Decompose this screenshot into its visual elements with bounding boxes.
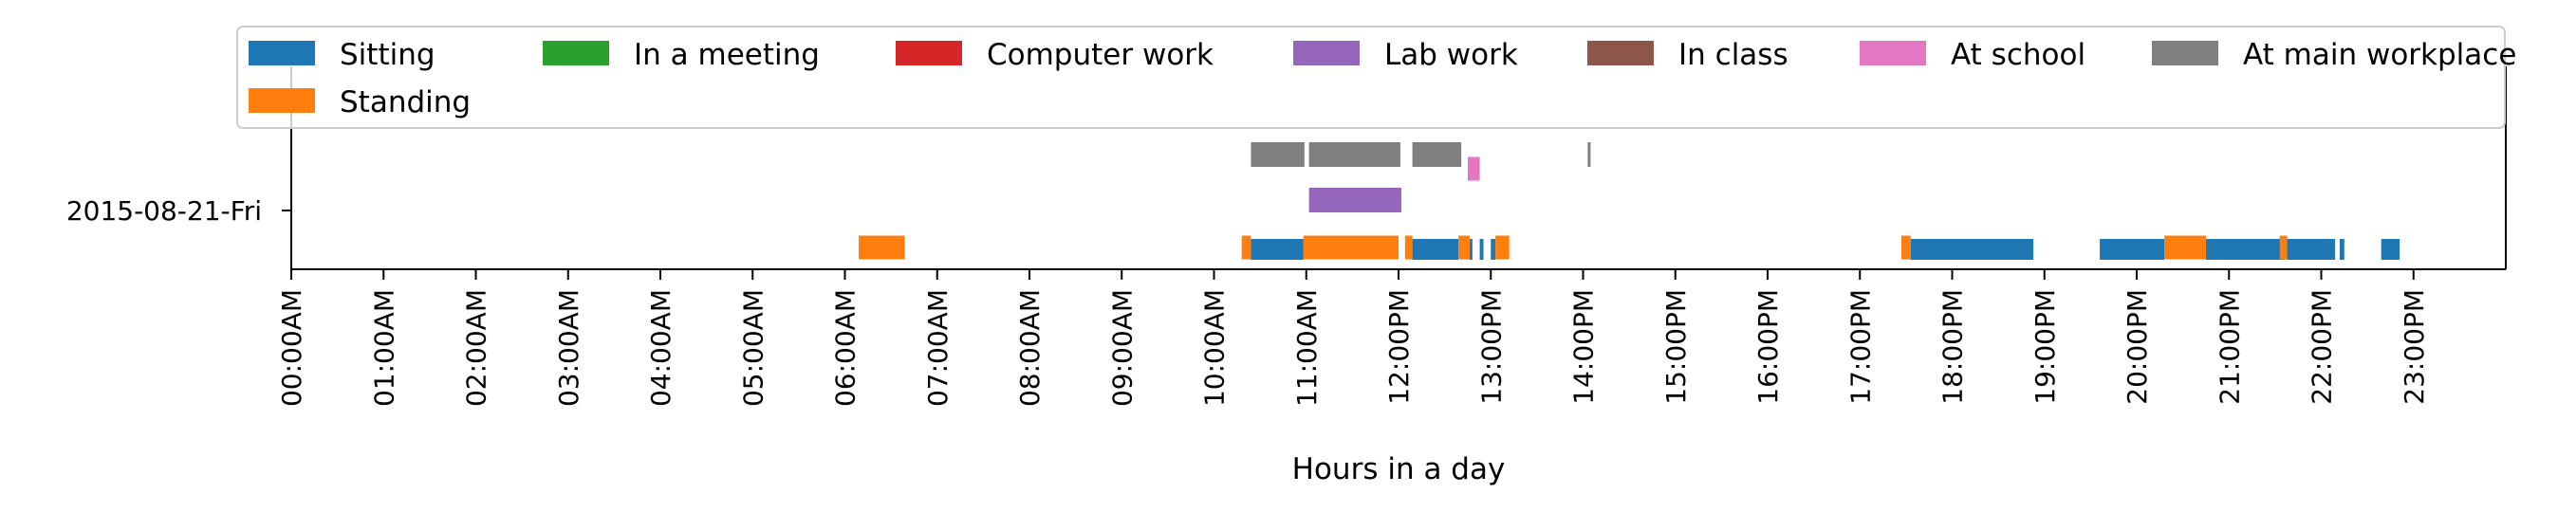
x-tick-label: 23:00PM (2399, 289, 2430, 405)
bar-at-school-0 (1467, 156, 1480, 181)
x-tick-label: 22:00PM (2307, 289, 2338, 405)
bar-standing-5 (1495, 235, 1510, 260)
legend-swatch-sitting (249, 41, 315, 65)
bar-sitting-1 (1412, 239, 1459, 260)
y-tick-label: 2015-08-21-Fri (66, 195, 262, 227)
legend-label-standing: Standing (340, 85, 471, 119)
axes: 2015-08-21-Fri 00:00AM 01:00AM 02:00AM 03:00… (66, 66, 2507, 407)
bar-sitting-8 (2287, 239, 2336, 260)
x-tick-label: 01:00AM (368, 289, 399, 407)
bar-sitting-0 (1251, 239, 1304, 260)
bar-standing-1 (1241, 235, 1251, 260)
activity-bars (859, 142, 2400, 260)
legend-label-at-main-workplace: At main workplace (2243, 38, 2516, 72)
bar-sitting-7 (2205, 239, 2285, 260)
x-tick-label: 07:00AM (922, 289, 954, 407)
x-tick-label: 17:00PM (1844, 289, 1876, 405)
legend-frame (236, 26, 2506, 129)
bar-standing-6 (1901, 235, 1911, 260)
legend-label-computer-work: Computer work (987, 38, 1214, 72)
x-tick-label: 13:00PM (1475, 289, 1507, 405)
legend-swatch-in-a-meeting (543, 41, 609, 65)
x-tick-label: 06:00AM (830, 289, 862, 407)
bar-standing-8 (2279, 235, 2288, 260)
legend-label-lab-work: Lab work (1384, 38, 1518, 72)
x-tick-label: 10:00AM (1199, 289, 1231, 407)
bar-sitting-5 (1910, 239, 2034, 260)
bar-sitting-2 (1469, 239, 1473, 260)
x-tick-label: 08:00AM (1014, 289, 1046, 407)
x-axis-title: Hours in a day (1292, 452, 1506, 486)
legend-swatch-at-school (1860, 41, 1926, 65)
bar-at-main-workplace-1 (1308, 142, 1400, 167)
bar-sitting-10 (2381, 239, 2400, 260)
x-tick-label: 11:00AM (1291, 289, 1323, 407)
x-tick-label: 20:00PM (2122, 289, 2153, 405)
legend-swatch-in-class (1587, 41, 1654, 65)
x-tick-label: 03:00AM (553, 289, 584, 407)
bar-at-main-workplace-3 (1587, 142, 1591, 167)
x-tick-label: 04:00AM (645, 289, 676, 407)
legend-swatch-computer-work (896, 41, 962, 65)
legend-label-in-a-meeting: In a meeting (634, 38, 820, 72)
bar-standing-3 (1404, 235, 1413, 260)
x-tick-label: 09:00AM (1106, 289, 1138, 407)
x-tick-label: 19:00PM (2029, 289, 2061, 405)
x-tick-label: 16:00PM (1752, 289, 1784, 405)
x-tick-label: 21:00PM (2214, 289, 2245, 405)
x-tick-label: 05:00AM (737, 289, 769, 407)
bar-lab-work-0 (1308, 188, 1401, 212)
bar-at-main-workplace-0 (1251, 142, 1305, 167)
legend-swatch-at-main-workplace (2152, 41, 2218, 65)
bar-at-main-workplace-2 (1412, 142, 1462, 167)
legend: Sitting In a meeting Computer work Lab work… (236, 26, 2516, 129)
legend-label-at-school: At school (1951, 38, 2085, 72)
x-tick-label: 14:00PM (1568, 289, 1600, 405)
legend-swatch-lab-work (1293, 41, 1360, 65)
bar-standing-0 (859, 235, 905, 260)
x-tick-label: 18:00PM (1937, 289, 1969, 405)
legend-label-sitting: Sitting (340, 38, 436, 72)
bar-standing-4 (1458, 235, 1470, 260)
bar-sitting-3 (1479, 239, 1484, 260)
bar-standing-2 (1303, 235, 1399, 260)
x-tick-label: 00:00AM (276, 289, 307, 407)
x-tick-label: 12:00PM (1383, 289, 1415, 405)
bar-sitting-6 (2100, 239, 2165, 260)
legend-label-in-class: In class (1678, 38, 1788, 72)
legend-swatch-standing (249, 88, 315, 113)
bar-standing-7 (2164, 235, 2206, 260)
bar-sitting-4 (1491, 239, 1496, 260)
bar-sitting-9 (2339, 239, 2344, 260)
x-tick-label: 02:00AM (461, 289, 492, 407)
x-tick-label: 15:00PM (1660, 289, 1692, 405)
